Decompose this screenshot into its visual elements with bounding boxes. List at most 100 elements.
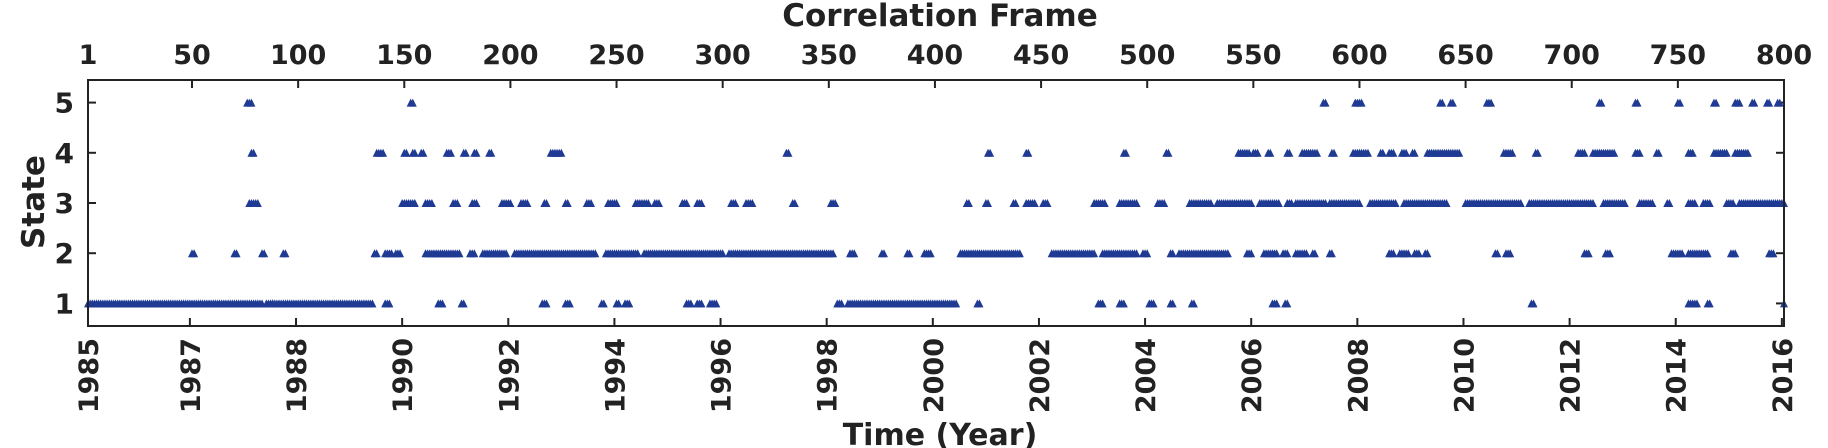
data-point-state-1 <box>1705 299 1714 308</box>
data-point-state-1 <box>952 299 961 308</box>
top-tick-label: 50 <box>173 40 211 71</box>
data-point-state-4 <box>1285 148 1294 157</box>
data-point-state-4 <box>1024 148 1033 157</box>
data-point-state-3 <box>1516 199 1525 207</box>
data-point-state-4 <box>1635 148 1644 157</box>
bottom-tick-label: 1996 <box>707 338 738 413</box>
top-tick-label: 1 <box>79 40 98 71</box>
data-point-state-5 <box>1712 98 1721 107</box>
data-point-state-1 <box>385 299 394 308</box>
y-tick-label: 1 <box>55 287 74 320</box>
top-tick-label: 150 <box>376 40 432 71</box>
data-point-state-4 <box>1508 148 1517 157</box>
data-point-state-2 <box>850 249 859 258</box>
data-point-state-4 <box>1688 148 1697 157</box>
data-point-state-3 <box>1729 199 1738 207</box>
data-point-state-4 <box>487 148 496 157</box>
data-point-state-3 <box>1206 199 1215 207</box>
top-tick-label: 200 <box>482 40 538 71</box>
data-point-state-3 <box>697 199 706 207</box>
data-point-state-3 <box>1355 199 1364 207</box>
data-point-state-3 <box>1620 199 1629 207</box>
data-point-state-3 <box>1160 199 1169 207</box>
data-point-state-1 <box>625 299 634 308</box>
y-tick-label: 3 <box>55 187 74 220</box>
data-point-state-2 <box>1703 249 1712 258</box>
y-tick-label: 5 <box>55 87 74 120</box>
data-point-state-3 <box>410 199 419 207</box>
data-point-state-2 <box>1327 249 1336 258</box>
data-point-state-2 <box>1272 249 1281 258</box>
data-point-state-5 <box>1487 98 1496 107</box>
data-point-state-2 <box>1769 249 1778 258</box>
data-point-state-4 <box>1121 148 1130 157</box>
data-point-state-1 <box>368 299 377 308</box>
data-point-state-2 <box>926 249 935 258</box>
data-point-state-1 <box>614 299 623 308</box>
data-point-state-3 <box>1132 199 1141 207</box>
data-point-state-3 <box>1247 199 1256 207</box>
top-axis-label: Correlation Frame <box>782 0 1098 34</box>
data-point-state-4 <box>1455 148 1464 157</box>
data-point-state-4 <box>402 148 411 157</box>
data-point-state-1 <box>1272 299 1281 308</box>
data-point-state-1 <box>1529 299 1538 308</box>
data-point-state-2 <box>633 249 642 258</box>
top-tick-label: 700 <box>1544 40 1600 71</box>
data-point-state-5 <box>1597 98 1606 107</box>
data-point-state-1 <box>459 299 468 308</box>
data-point-state-4 <box>1378 148 1387 157</box>
data-point-state-1 <box>712 299 721 308</box>
data-point-state-3 <box>964 199 973 207</box>
top-tick-label: 250 <box>588 40 644 71</box>
data-point-state-2 <box>1247 249 1256 258</box>
data-point-state-4 <box>784 148 793 157</box>
data-point-state-3 <box>731 199 740 207</box>
data-points <box>84 98 1788 308</box>
data-point-state-2 <box>1143 249 1152 258</box>
data-point-state-2 <box>470 249 479 258</box>
data-point-state-4 <box>1313 148 1322 157</box>
data-point-state-2 <box>1678 249 1687 258</box>
y-tick-label: 4 <box>55 137 74 170</box>
data-point-state-1 <box>438 299 447 308</box>
data-point-state-4 <box>446 148 455 157</box>
top-tick-label: 550 <box>1225 40 1281 71</box>
data-point-state-2 <box>1132 249 1141 258</box>
data-point-state-5 <box>1448 98 1457 107</box>
data-point-state-3 <box>682 199 691 207</box>
data-point-state-4 <box>1410 148 1419 157</box>
data-point-state-5 <box>408 98 417 107</box>
top-tick-label: 800 <box>1756 40 1812 71</box>
data-point-state-2 <box>1389 249 1398 258</box>
top-tick-label: 450 <box>1013 40 1069 71</box>
data-point-state-4 <box>410 148 419 157</box>
data-point-state-3 <box>1665 199 1674 207</box>
data-point-state-4 <box>1402 148 1411 157</box>
data-point-state-3 <box>1648 199 1657 207</box>
data-point-state-2 <box>1423 249 1432 258</box>
data-point-state-2 <box>190 249 199 258</box>
bottom-tick-label: 2016 <box>1768 338 1799 413</box>
top-tick-label: 500 <box>1119 40 1175 71</box>
data-point-state-2 <box>396 249 405 258</box>
data-point-state-4 <box>1164 148 1173 157</box>
data-point-state-1 <box>1189 299 1198 308</box>
data-point-state-3 <box>427 199 436 207</box>
data-point-state-4 <box>1329 148 1338 157</box>
data-point-state-4 <box>986 148 995 157</box>
data-point-state-2 <box>1584 249 1593 258</box>
data-point-state-4 <box>419 148 428 157</box>
data-point-state-4 <box>1363 148 1372 157</box>
data-point-state-1 <box>1168 299 1177 308</box>
data-point-state-1 <box>686 299 695 308</box>
data-point-state-3 <box>523 199 532 207</box>
data-point-state-1 <box>697 299 706 308</box>
data-point-state-3 <box>1705 199 1714 207</box>
data-point-state-5 <box>1750 98 1759 107</box>
data-point-state-5 <box>1633 98 1642 107</box>
data-point-state-2 <box>1605 249 1614 258</box>
data-point-state-4 <box>249 148 258 157</box>
data-point-state-2 <box>591 249 600 258</box>
data-point-state-3 <box>472 199 481 207</box>
